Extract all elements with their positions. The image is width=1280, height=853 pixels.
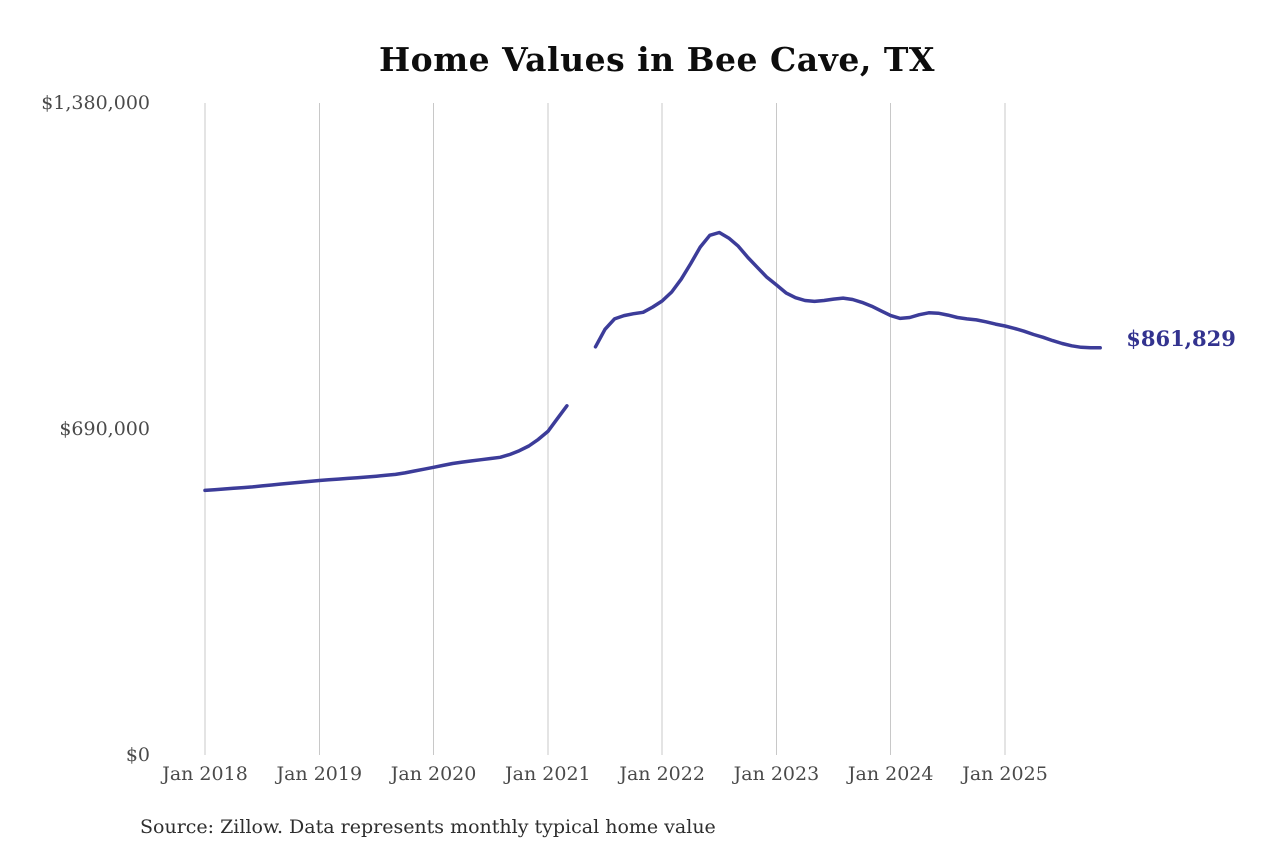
latest-value-label: $861,829 [1126, 325, 1236, 351]
home-value-series-line [593, 230, 1102, 350]
x-tick-label: Jan 2023 [733, 763, 820, 785]
x-tick-label: Jan 2019 [276, 763, 363, 785]
y-tick-label: $690,000 [59, 418, 150, 440]
x-tick-label: Jan 2024 [847, 763, 934, 785]
x-tick-label: Jan 2018 [162, 763, 248, 785]
x-tick-label: Jan 2021 [505, 763, 591, 785]
x-tick-label: Jan 2022 [619, 763, 705, 785]
x-tick-label: Jan 2020 [390, 763, 477, 785]
y-tick-label: $1,380,000 [41, 92, 150, 114]
chart-title: Home Values in Bee Cave, TX [379, 40, 935, 79]
home-value-series-line [203, 404, 569, 493]
source-note: Source: Zillow. Data represents monthly … [140, 816, 716, 838]
y-tick-label: $0 [125, 744, 150, 766]
x-tick-label: Jan 2025 [962, 763, 1048, 785]
